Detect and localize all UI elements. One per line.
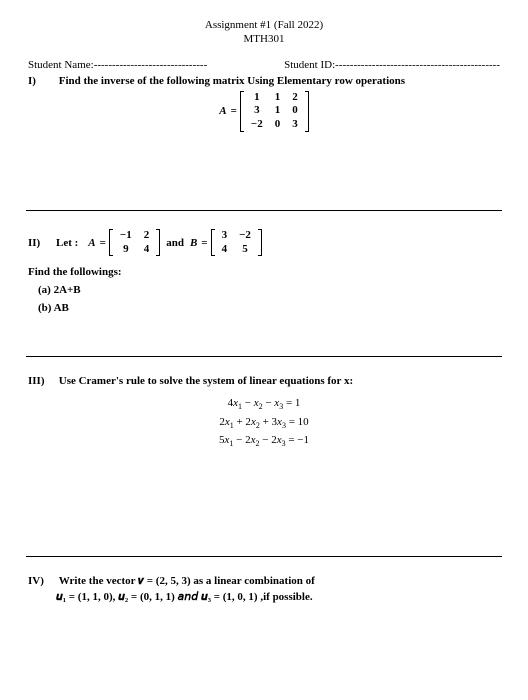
let-label: Let :: [56, 237, 78, 249]
matrix-B-label: B: [190, 237, 197, 249]
and-label: and: [166, 237, 184, 249]
problem-4-line1: Write the vector 𝒗 = (2, 5, 3) as a line…: [59, 575, 315, 587]
problem-4: IV) Write the vector 𝒗 = (2, 5, 3) as a …: [28, 575, 500, 604]
sub-b: (b) AB: [38, 302, 500, 314]
problem-3-text: Use Cramer's rule to solve the system of…: [59, 375, 353, 387]
eq2: 2x1 + 2x2 + 3x3 = 10: [28, 414, 500, 432]
sub-a: (a) 2A+B: [38, 284, 500, 296]
eq3: 5x1 − 2x2 − 2x3 = −1: [28, 432, 500, 450]
matrix-A: 112 310 −203: [240, 91, 309, 132]
problem-1-matrix-line: A = 112 310 −203: [28, 91, 500, 132]
problem-1-roman: I): [28, 75, 56, 87]
matrix-A2-label: A: [88, 237, 95, 249]
problem-4-roman: IV): [28, 575, 56, 587]
equals-sign: =: [231, 105, 237, 117]
student-id-field: Student ID:-----------------------------…: [284, 59, 500, 71]
matrix-A-label: A: [219, 105, 226, 117]
student-info-line: Student Name:---------------------------…: [28, 59, 500, 71]
problem-2: II) Let : A = −12 94 and B = 3−2 45: [28, 229, 500, 257]
header-line2: MTH301: [28, 32, 500, 46]
problem-2-roman: II): [28, 237, 56, 249]
problem-3: III) Use Cramer's rule to solve the syst…: [28, 375, 500, 387]
eq1: 4x1 − x2 − x3 = 1: [28, 395, 500, 413]
assignment-header: Assignment #1 (Fall 2022) MTH301: [28, 18, 500, 47]
matrix-A2: −12 94: [109, 229, 160, 257]
student-name-field: Student Name:---------------------------…: [28, 59, 207, 71]
find-followings: Find the followings:: [28, 266, 500, 278]
header-line1: Assignment #1 (Fall 2022): [28, 18, 500, 32]
matrix-B: 3−2 45: [211, 229, 262, 257]
problem-1: I) Find the inverse of the following mat…: [28, 75, 500, 132]
equation-system: 4x1 − x2 − x3 = 1 2x1 + 2x2 + 3x3 = 10 5…: [28, 395, 500, 450]
problem-1-text: Find the inverse of the following matrix…: [59, 75, 405, 87]
problem-3-roman: III): [28, 375, 56, 387]
problem-4-line2: 𝒖₁ = (1, 1, 0), 𝒖₂ = (0, 1, 1) 𝘢𝘯𝘥 𝒖₃ = …: [56, 590, 500, 604]
